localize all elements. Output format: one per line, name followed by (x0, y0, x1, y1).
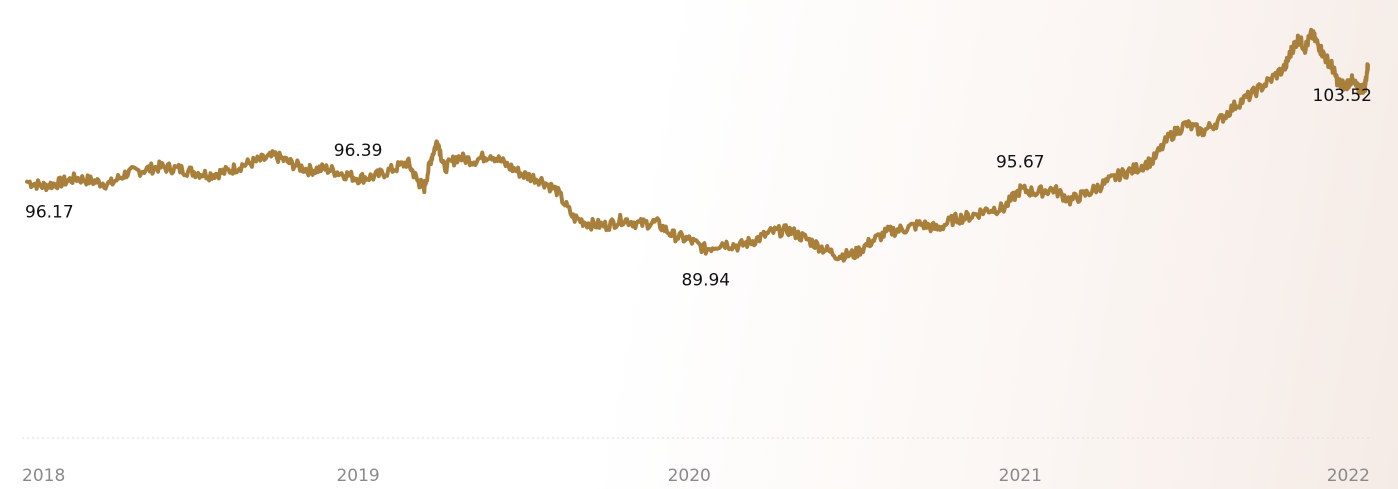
series-line-0 (25, 27, 1370, 263)
data-label-3: 95.67 (996, 153, 1045, 173)
x-tick-label-2021: 2021 (999, 466, 1042, 486)
x-tick-label-2019: 2019 (336, 466, 379, 486)
x-tick-label-2018: 2018 (22, 466, 65, 486)
data-label-2: 89.94 (681, 270, 730, 290)
x-tick-label-2022: 2022 (1327, 466, 1370, 486)
x-tick-label-2020: 2020 (668, 466, 711, 486)
data-label-0: 96.17 (25, 203, 74, 223)
data-label-4: 103.52 (1313, 86, 1372, 106)
data-label-1: 96.39 (334, 141, 383, 161)
